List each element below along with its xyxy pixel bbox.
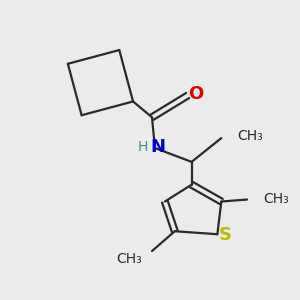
Text: CH₃: CH₃ (237, 129, 263, 143)
Text: H: H (138, 140, 148, 154)
Text: CH₃: CH₃ (116, 252, 142, 266)
Text: O: O (188, 85, 203, 103)
Text: CH₃: CH₃ (263, 191, 289, 206)
Text: N: N (150, 138, 165, 156)
Text: S: S (219, 226, 232, 244)
